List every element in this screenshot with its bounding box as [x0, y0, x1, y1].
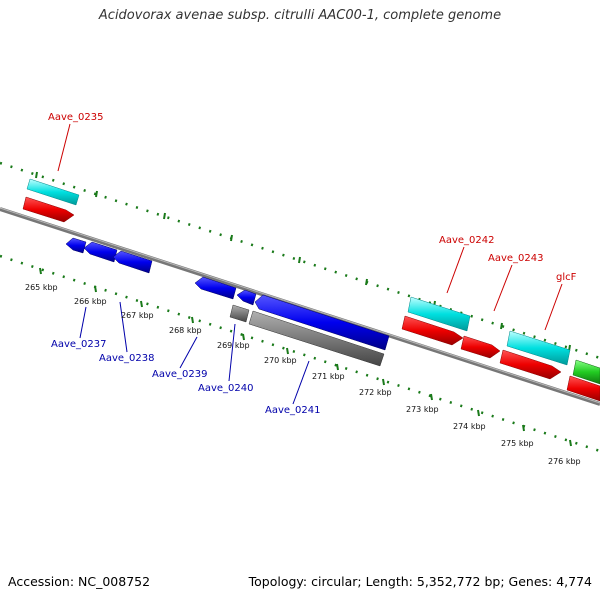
cds-arrow-aave-0239[interactable] — [194, 276, 237, 300]
gene-label-aave-0237[interactable]: Aave_0237 — [51, 339, 107, 350]
cds-arrow-aave-0242[interactable] — [401, 315, 464, 346]
gene-label-aave-0238[interactable]: Aave_0238 — [99, 353, 155, 364]
scale-label: 275 kbp — [501, 439, 534, 448]
rna-feature-edge[interactable] — [572, 359, 600, 385]
genome-backbone-highlight — [0, 207, 600, 404]
cds-arrow-aave-0235[interactable] — [22, 196, 75, 223]
cds-arrow-aave-0238[interactable] — [112, 250, 153, 274]
scale-label: 271 kbp — [312, 372, 345, 381]
cds-arrow-glcf[interactable] — [499, 349, 562, 380]
scale-label: 274 kbp — [453, 422, 486, 431]
gene-label-aave-0240[interactable]: Aave_0240 — [198, 383, 254, 394]
gray-feature-aave-0241[interactable] — [248, 310, 385, 367]
scale-label: 266 kbp — [74, 297, 107, 306]
genome-summary-text: Topology: circular; Length: 5,352,772 bp… — [248, 574, 592, 589]
map-title: Acidovorax avenae subsp. citrulli AAC00-… — [98, 8, 502, 23]
cds-arrow-edge[interactable] — [566, 375, 600, 402]
scale-label: 269 kbp — [217, 341, 250, 350]
scale-label: 265 kbp — [25, 283, 58, 292]
cds-arrow-aave-0243[interactable] — [460, 335, 501, 359]
gene-feature-aave-0243[interactable] — [506, 330, 571, 366]
outer-major-ticks — [35, 171, 571, 352]
genome-backbone — [0, 207, 600, 406]
gene-feature-aave-0235[interactable] — [26, 178, 80, 206]
cds-arrow-aave-0241[interactable] — [254, 294, 390, 351]
scale-label: 272 kbp — [359, 388, 392, 397]
forward-gene-labels: Aave_0235 Aave_0242 Aave_0243 glcF — [48, 112, 577, 283]
scale-label: 270 kbp — [264, 356, 297, 365]
scale-label: 267 kbp — [121, 311, 154, 320]
gene-label-aave-0242[interactable]: Aave_0242 — [439, 235, 495, 246]
scale-label: 276 kbp — [548, 457, 581, 466]
reverse-leader-lines — [79, 301, 310, 405]
scale-label: 273 kbp — [406, 405, 439, 414]
gene-label-aave-0235[interactable]: Aave_0235 — [48, 112, 104, 123]
gene-label-aave-0239[interactable]: Aave_0239 — [152, 369, 208, 380]
gene-label-glcf[interactable]: glcF — [556, 272, 577, 283]
gene-feature-aave-0242[interactable] — [407, 296, 471, 332]
reverse-gene-labels: Aave_0237 Aave_0238 Aave_0239 Aave_0240 … — [51, 339, 321, 416]
scale-label: 268 kbp — [169, 326, 202, 335]
cds-arrow-aave-0237-a[interactable] — [65, 237, 87, 254]
gene-label-aave-0243[interactable]: Aave_0243 — [488, 253, 544, 264]
inner-major-ticks — [39, 267, 572, 447]
gene-label-aave-0241[interactable]: Aave_0241 — [265, 405, 321, 416]
cds-arrow-aave-0237[interactable] — [83, 241, 118, 263]
forward-leader-lines — [57, 123, 563, 331]
scale-labels: 265 kbp 266 kbp 267 kbp 268 kbp 269 kbp … — [25, 283, 581, 466]
cds-arrow-aave-0240[interactable] — [236, 289, 257, 306]
gray-feature-aave-0240[interactable] — [229, 304, 250, 323]
accession-text: Accession: NC_008752 — [8, 574, 151, 589]
